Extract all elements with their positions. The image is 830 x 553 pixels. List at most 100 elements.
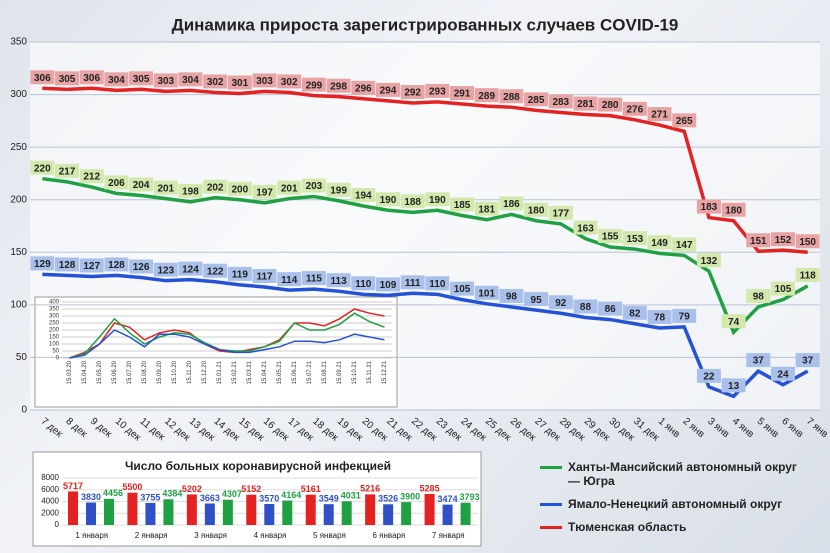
- x-tick-label: 30 дек: [607, 416, 637, 444]
- label-bg: [672, 308, 697, 323]
- y-tick-label: 250: [49, 321, 60, 327]
- label-bg: [277, 74, 302, 89]
- data-label: 291: [454, 89, 471, 100]
- x-tick-label: 13 дек: [187, 416, 217, 444]
- bar: [204, 503, 215, 525]
- y-tick-label: 350: [49, 307, 60, 313]
- series-line: [69, 329, 385, 359]
- bar: [460, 502, 471, 525]
- label-bg: [252, 184, 277, 199]
- label-bg: [400, 194, 425, 209]
- data-label: 200: [232, 184, 249, 195]
- data-label: 289: [478, 91, 495, 102]
- y-tick-label: 150: [10, 247, 27, 258]
- data-label: 114: [281, 275, 298, 286]
- label-bg: [301, 77, 326, 92]
- data-label: 128: [59, 260, 76, 271]
- label-bg: [252, 73, 277, 88]
- data-label: 147: [676, 240, 693, 251]
- x-tick-label: 15 дек: [236, 416, 266, 444]
- data-label: 4456: [103, 488, 123, 498]
- bar: [222, 499, 233, 525]
- label-bg: [425, 276, 450, 291]
- legend-item: Ханты-Мансийский автономный округ — Югра: [540, 460, 810, 488]
- label-bg: [252, 268, 277, 283]
- bar: [264, 504, 275, 525]
- data-label: 88: [580, 302, 592, 313]
- bar: [323, 504, 334, 525]
- data-label: 201: [157, 183, 174, 194]
- label-bg: [647, 107, 672, 122]
- legend-swatch: [540, 526, 562, 529]
- label-bg: [227, 181, 252, 196]
- data-label: 113: [331, 276, 348, 287]
- x-tick-label: 17 дек: [286, 416, 316, 444]
- x-tick-label: 15.10.20: [172, 360, 178, 384]
- label-bg: [301, 271, 326, 286]
- data-label: 24: [777, 369, 789, 380]
- label-bg: [474, 285, 499, 300]
- label-bg: [129, 259, 154, 274]
- data-label: 3663: [200, 493, 220, 503]
- data-label: 190: [380, 195, 397, 206]
- label-bg: [622, 101, 647, 116]
- x-tick-label: 6 янв: [779, 416, 805, 440]
- y-tick-label: 2000: [41, 508, 59, 517]
- data-label: 13: [728, 381, 740, 392]
- data-label: 185: [454, 200, 471, 211]
- label-bg: [524, 292, 549, 307]
- data-label: 119: [232, 270, 249, 281]
- data-label: 280: [602, 100, 619, 111]
- data-label: 220: [34, 163, 51, 174]
- series-line: [42, 272, 809, 399]
- data-label: 194: [355, 191, 372, 202]
- label-bg: [770, 366, 795, 381]
- x-tick-label: 22 дек: [409, 416, 439, 444]
- x-tick-label: 2 января: [135, 531, 168, 540]
- y-tick-label: 300: [10, 89, 27, 100]
- data-label: 304: [182, 75, 199, 86]
- x-tick-label: 15.10.21: [352, 360, 358, 384]
- x-tick-label: 1 января: [75, 531, 108, 540]
- data-label: 199: [330, 185, 347, 196]
- data-label: 3900: [400, 491, 420, 501]
- data-label: 74: [728, 317, 740, 328]
- data-label: 204: [133, 180, 150, 191]
- x-tick-label: 15.05.20: [97, 360, 103, 384]
- data-label: 127: [83, 261, 100, 272]
- data-label: 151: [750, 236, 767, 247]
- label-bg: [277, 180, 302, 195]
- label-bg: [301, 178, 326, 193]
- label-bg: [696, 253, 721, 268]
- data-label: 303: [157, 76, 174, 87]
- label-bg: [524, 202, 549, 217]
- bar: [401, 502, 412, 525]
- label-bg: [721, 378, 746, 393]
- label-bg: [721, 202, 746, 217]
- label-bg: [450, 281, 475, 296]
- data-label: 181: [478, 204, 495, 215]
- x-tick-label: 15.05.21: [277, 360, 283, 384]
- data-label: 117: [256, 272, 273, 283]
- bar: [305, 494, 316, 525]
- label-bg: [548, 295, 573, 310]
- data-label: 306: [34, 73, 51, 84]
- y-tick-label: 50: [52, 349, 59, 355]
- label-bg: [351, 188, 376, 203]
- x-tick-label: 19 дек: [335, 416, 365, 444]
- data-label: 5500: [122, 482, 142, 492]
- x-tick-label: 11 дек: [137, 416, 167, 443]
- label-bg: [425, 192, 450, 207]
- data-label: 3755: [140, 492, 160, 502]
- data-label: 283: [552, 97, 569, 108]
- label-bg: [30, 70, 55, 85]
- label-bg: [524, 92, 549, 107]
- data-label: 281: [577, 99, 594, 110]
- data-label: 190: [429, 195, 446, 206]
- label-bg: [55, 257, 80, 272]
- label-bg: [795, 353, 820, 368]
- x-tick-label: 3 янв: [705, 416, 731, 440]
- legend-item: Тюменская область: [540, 520, 810, 534]
- x-tick-label: 28 дек: [557, 416, 587, 444]
- label-bg: [277, 272, 302, 287]
